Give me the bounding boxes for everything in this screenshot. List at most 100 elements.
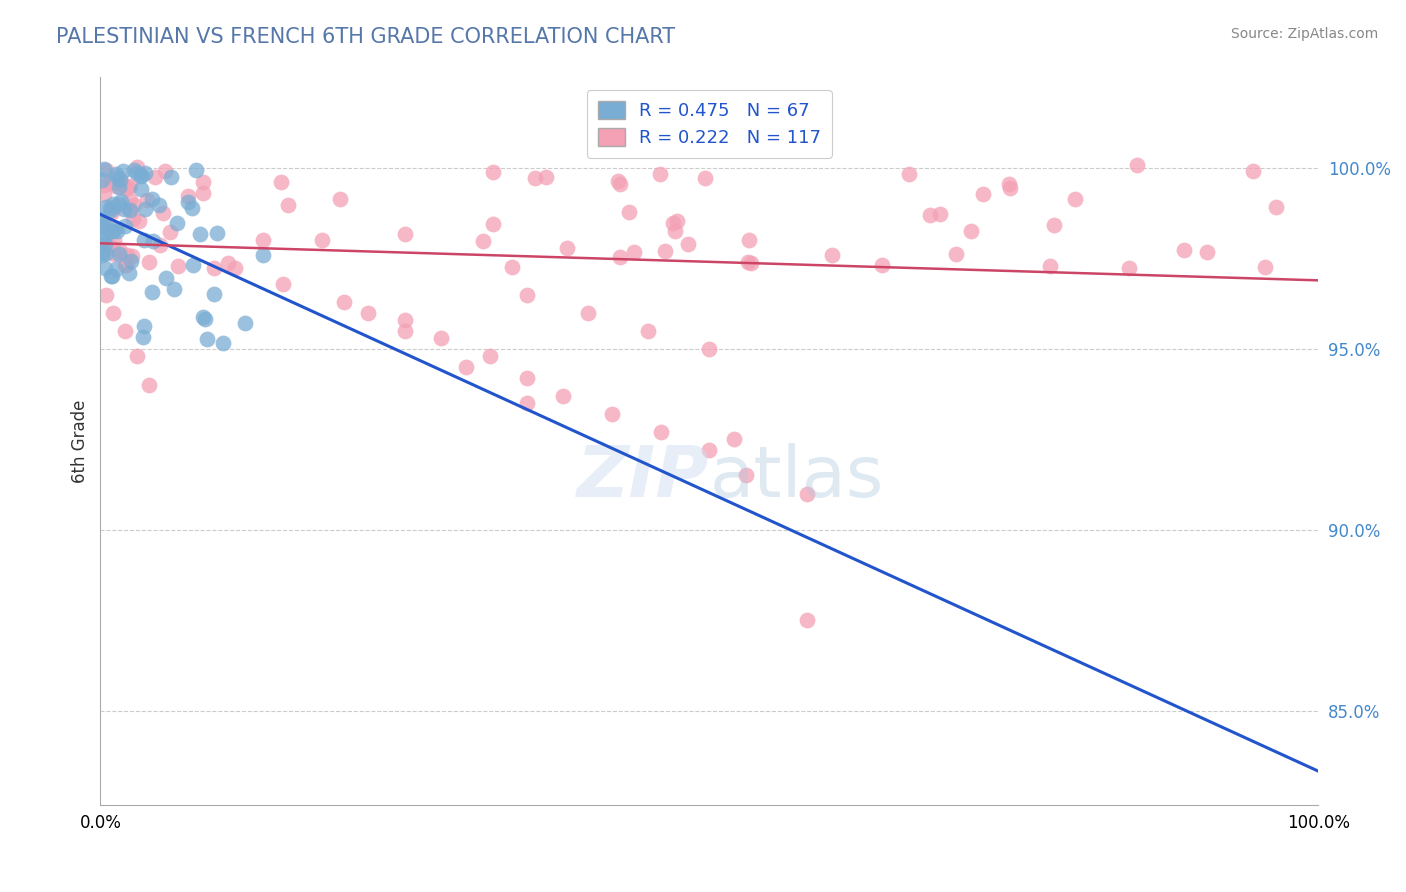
Point bbox=[177, 189, 200, 203]
Point bbox=[191, 175, 214, 189]
Point bbox=[93, 178, 115, 193]
Point bbox=[114, 219, 136, 234]
Point bbox=[98, 202, 121, 216]
Point bbox=[821, 248, 844, 262]
Point bbox=[152, 206, 174, 220]
Point bbox=[91, 217, 114, 231]
Point bbox=[870, 259, 893, 273]
Point bbox=[90, 246, 112, 260]
Point bbox=[609, 178, 631, 192]
Point bbox=[90, 218, 112, 232]
Point bbox=[111, 164, 134, 178]
Point bbox=[252, 247, 274, 261]
Point bbox=[105, 224, 128, 238]
Point bbox=[138, 255, 160, 269]
Point bbox=[100, 176, 122, 190]
Point bbox=[233, 316, 256, 330]
Point bbox=[606, 173, 628, 187]
Point bbox=[115, 182, 138, 196]
Y-axis label: 6th Grade: 6th Grade bbox=[72, 400, 89, 483]
Point bbox=[212, 335, 235, 350]
Point bbox=[693, 171, 716, 186]
Point bbox=[523, 170, 546, 185]
Point bbox=[114, 324, 136, 338]
Point bbox=[90, 219, 112, 234]
Point bbox=[118, 266, 141, 280]
Point bbox=[159, 225, 181, 239]
Point bbox=[516, 370, 538, 384]
Point bbox=[217, 256, 239, 270]
Legend: R = 0.475   N = 67, R = 0.222   N = 117: R = 0.475 N = 67, R = 0.222 N = 117 bbox=[586, 90, 832, 158]
Point bbox=[125, 349, 148, 363]
Point bbox=[121, 249, 143, 263]
Point bbox=[100, 205, 122, 219]
Point bbox=[107, 179, 129, 194]
Point bbox=[90, 248, 112, 262]
Point bbox=[115, 258, 138, 272]
Point bbox=[94, 236, 117, 251]
Point bbox=[311, 233, 333, 247]
Point bbox=[357, 305, 380, 319]
Text: Source: ZipAtlas.com: Source: ZipAtlas.com bbox=[1230, 27, 1378, 41]
Point bbox=[120, 202, 142, 217]
Point bbox=[122, 212, 145, 227]
Point bbox=[100, 224, 122, 238]
Point bbox=[148, 238, 170, 252]
Point bbox=[394, 313, 416, 327]
Point bbox=[202, 287, 225, 301]
Point bbox=[90, 234, 112, 248]
Point bbox=[617, 204, 640, 219]
Point bbox=[115, 248, 138, 262]
Point bbox=[623, 244, 645, 259]
Point bbox=[108, 244, 131, 259]
Point bbox=[101, 197, 124, 211]
Point bbox=[129, 169, 152, 183]
Point bbox=[1195, 244, 1218, 259]
Point bbox=[108, 173, 131, 187]
Point bbox=[664, 224, 686, 238]
Text: atlas: atlas bbox=[709, 443, 884, 512]
Point bbox=[252, 233, 274, 247]
Point bbox=[148, 198, 170, 212]
Point bbox=[205, 226, 228, 240]
Point bbox=[98, 238, 121, 252]
Point bbox=[333, 294, 356, 309]
Point bbox=[734, 468, 756, 483]
Point bbox=[91, 232, 114, 246]
Point bbox=[194, 311, 217, 326]
Point bbox=[96, 287, 118, 301]
Point bbox=[105, 261, 128, 276]
Point bbox=[191, 310, 214, 324]
Point bbox=[131, 169, 153, 183]
Point bbox=[110, 194, 132, 209]
Point bbox=[114, 258, 136, 272]
Point bbox=[329, 193, 352, 207]
Point bbox=[191, 186, 214, 200]
Point bbox=[90, 212, 112, 227]
Point bbox=[134, 202, 156, 217]
Point bbox=[163, 282, 186, 296]
Point bbox=[482, 165, 505, 179]
Point bbox=[105, 178, 128, 193]
Point bbox=[125, 160, 148, 174]
Point bbox=[122, 198, 145, 212]
Point bbox=[972, 186, 994, 201]
Point bbox=[271, 277, 294, 291]
Point bbox=[94, 261, 117, 276]
Point bbox=[1042, 219, 1064, 233]
Point bbox=[118, 178, 141, 193]
Point bbox=[555, 242, 578, 256]
Point bbox=[534, 170, 557, 185]
Point bbox=[637, 324, 659, 338]
Point bbox=[181, 258, 204, 272]
Point bbox=[117, 180, 139, 194]
Point bbox=[998, 178, 1021, 192]
Point bbox=[180, 201, 202, 215]
Point bbox=[1265, 200, 1288, 214]
Point bbox=[482, 218, 505, 232]
Point bbox=[472, 234, 495, 248]
Point bbox=[127, 166, 149, 180]
Point bbox=[96, 163, 118, 178]
Point bbox=[108, 172, 131, 186]
Point bbox=[650, 425, 672, 439]
